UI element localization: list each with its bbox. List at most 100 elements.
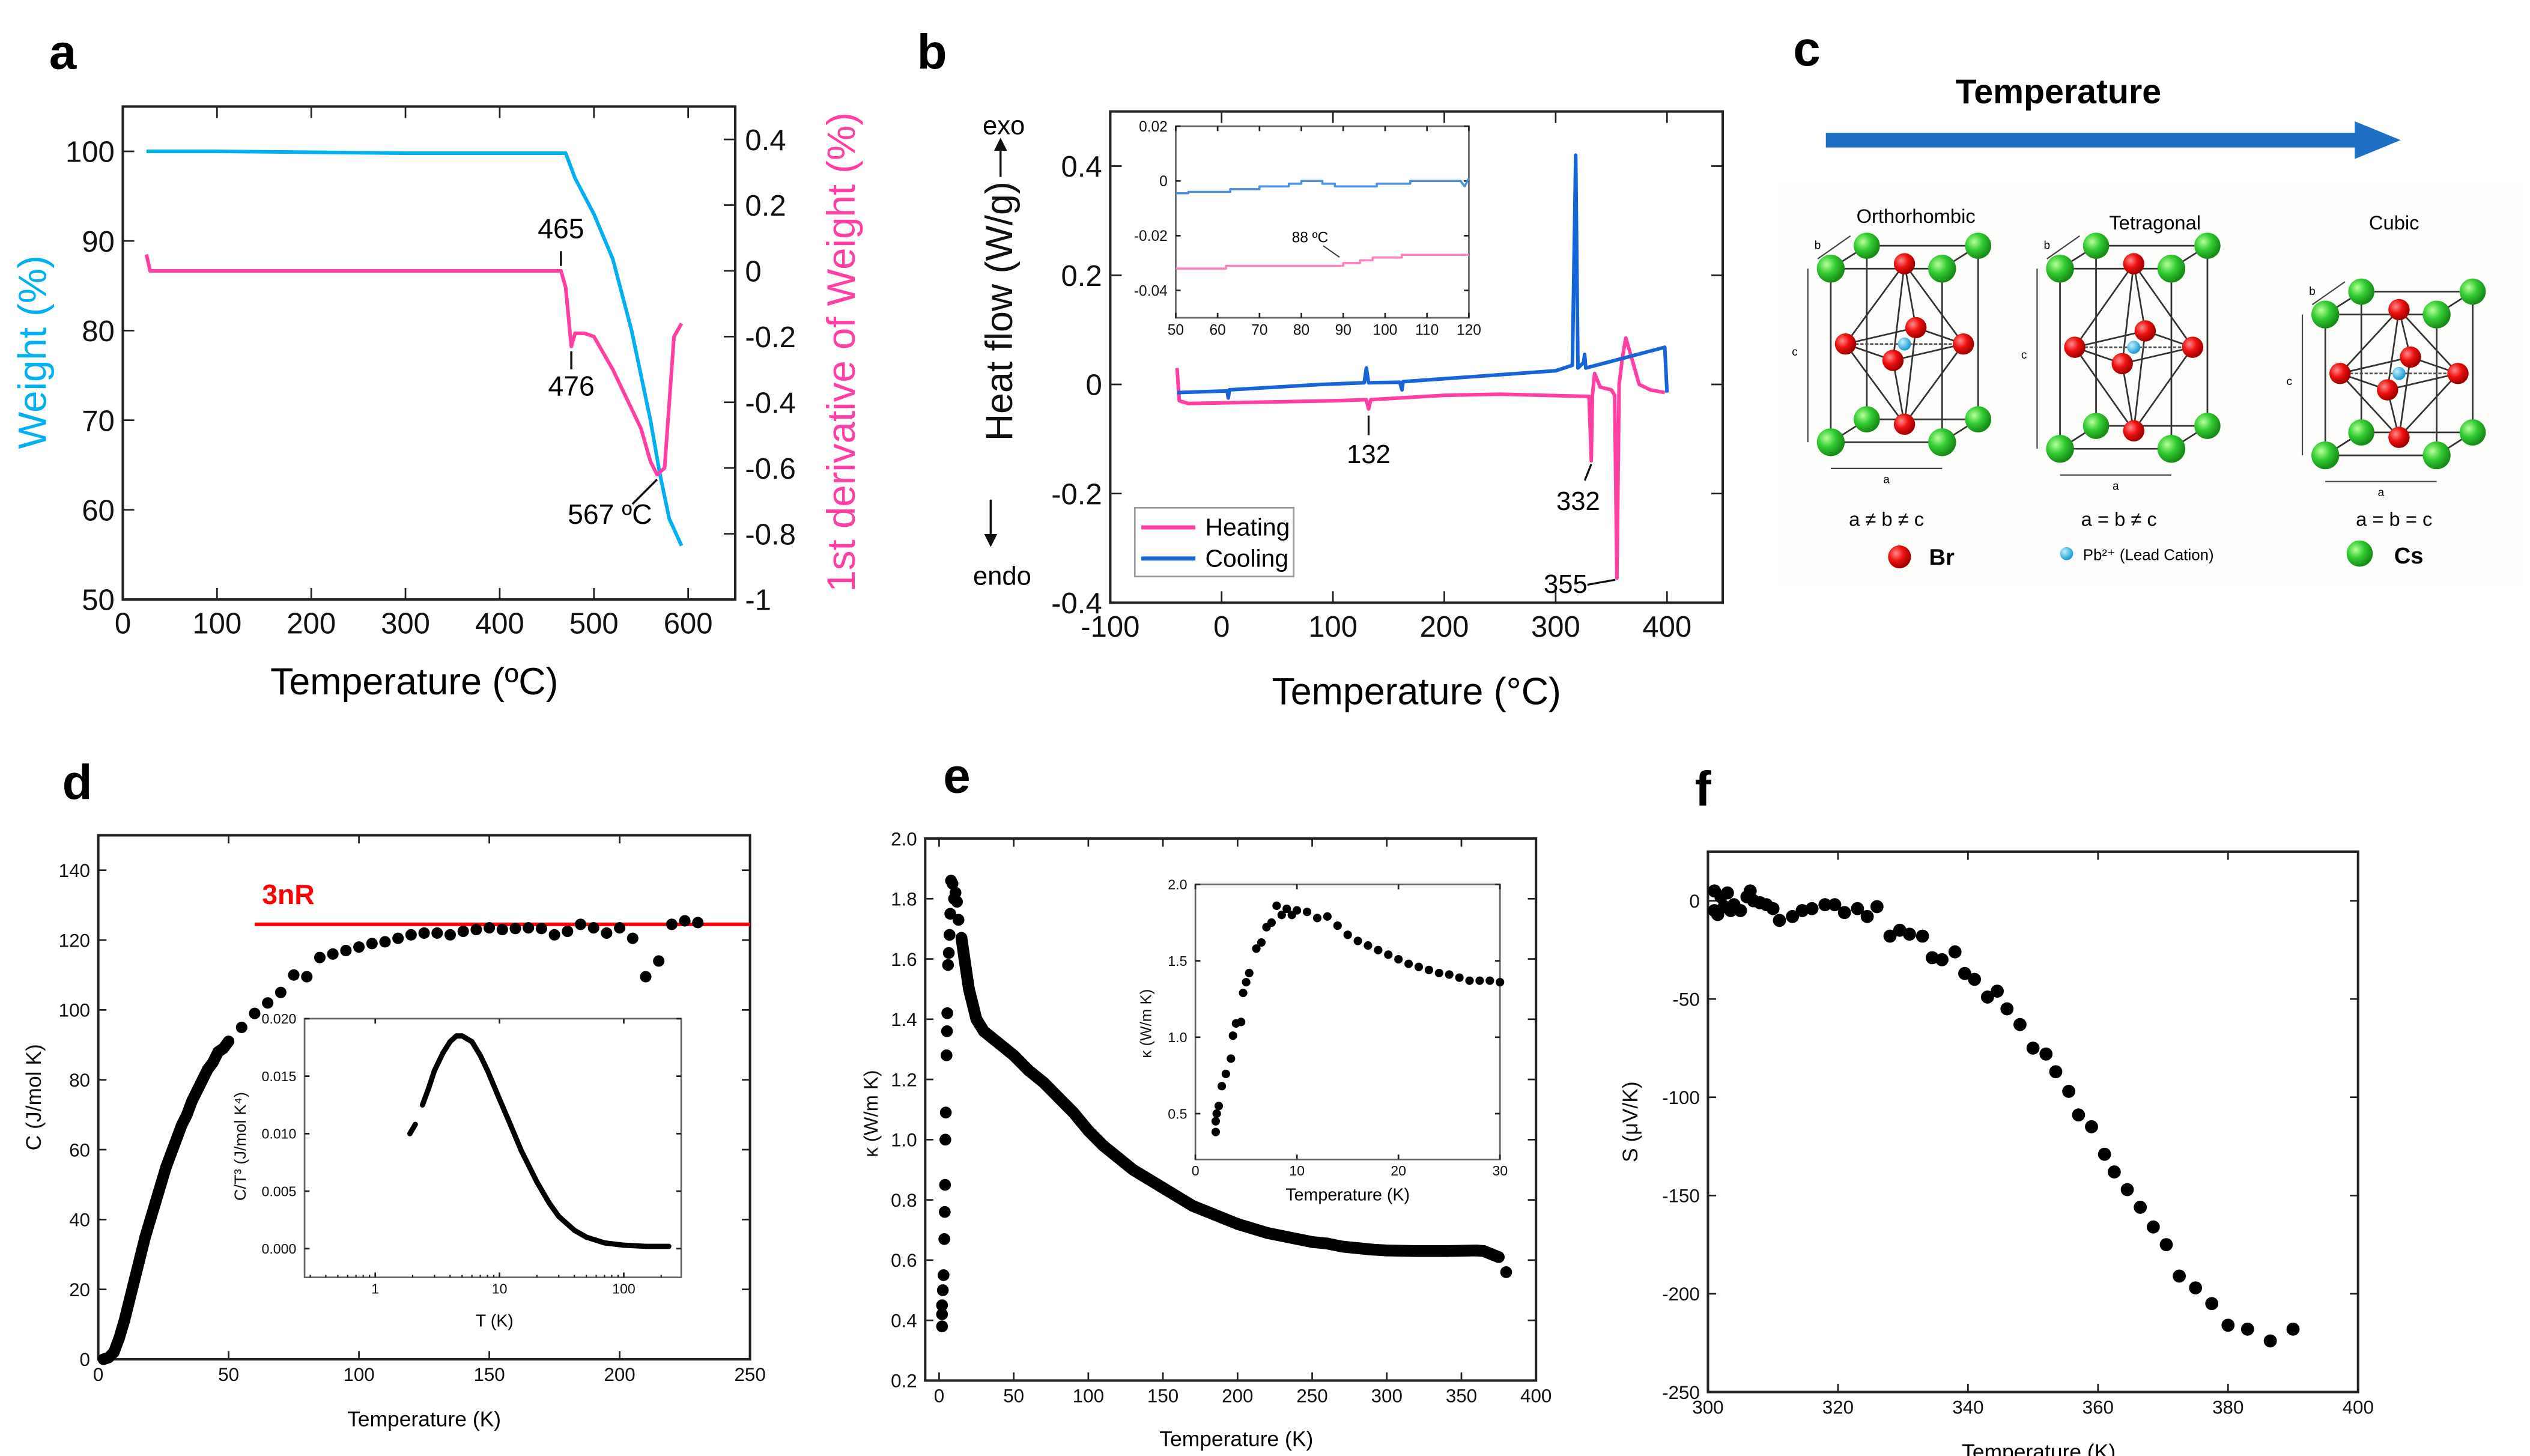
b-exo-label: exo — [983, 112, 1025, 141]
d-data-point — [509, 923, 521, 935]
diagram-title: Temperature — [1956, 73, 2162, 111]
f-data-point — [1903, 927, 1916, 941]
e-inset-data-point — [1282, 904, 1291, 914]
e-inset-data-point — [1485, 976, 1494, 985]
b-inset-series-line — [1176, 177, 1470, 195]
e-data-point — [946, 878, 959, 890]
d-inset-chart: 1 10 100 0.000 0.005 0.010 0.015 0.020 T (K) C/T³… — [231, 1011, 682, 1330]
f-data-point — [1786, 909, 1800, 923]
cs-atom — [1965, 406, 1992, 432]
d-inset-y-tick-label: 0.000 — [261, 1241, 296, 1257]
e-x-tick-label: 250 — [1296, 1385, 1327, 1406]
cell-edge — [2132, 263, 2146, 332]
a-y-right-tick-label: 0.4 — [745, 124, 786, 157]
e-data-point — [952, 914, 965, 926]
d-inset-y-axis-label: C/T³ (J/mol K⁴) — [231, 1092, 249, 1201]
e-data-point — [943, 929, 956, 941]
d-inset-data-point — [459, 1033, 465, 1039]
pb-atom — [1898, 337, 1911, 351]
b-legend-box — [1133, 506, 1295, 578]
cell-edge — [2122, 346, 2193, 365]
b-inset-series-line — [1176, 253, 1469, 270]
cell-edge — [2133, 347, 2194, 431]
f-y-tick-label: 0 — [1689, 891, 1699, 912]
e-data-point — [1201, 1206, 1214, 1218]
br-atom — [2111, 353, 2133, 375]
d-data-point — [223, 1036, 235, 1048]
a-y-right-tick-label: -0.6 — [745, 453, 796, 485]
e-inset-data-point — [1312, 914, 1322, 923]
e-inset-data-point — [1211, 1127, 1221, 1136]
d-data-point — [392, 932, 404, 944]
f-data-point — [2026, 1042, 2040, 1055]
pb-legend-label: Pb²⁺ (Lead Cation) — [2083, 547, 2214, 564]
f-data-point — [2263, 1334, 2277, 1348]
d-data-point — [196, 1074, 208, 1086]
a-annotation-label: 465 — [538, 213, 584, 244]
cell-edge — [1904, 263, 1917, 328]
e-inset-data-point — [1414, 962, 1424, 971]
d-inset-data-point — [546, 1200, 552, 1206]
d-inset-data-point — [643, 1243, 649, 1249]
cell-edge — [2339, 372, 2400, 438]
f-data-point — [1805, 902, 1819, 915]
a-x-tick-label: 300 — [381, 607, 430, 640]
e-inset-y-tick-label: 2.0 — [1168, 877, 1187, 893]
b-x-tick-label: 0 — [1213, 611, 1230, 643]
e-inset-data-point — [1272, 901, 1281, 911]
e-x-tick-label: 150 — [1147, 1385, 1179, 1406]
f-data-point — [1721, 886, 1734, 900]
d-inset-data-point — [534, 1179, 540, 1185]
e-x-tick-label: 200 — [1222, 1385, 1253, 1406]
e-inset-y-tick-label: 0.5 — [1168, 1106, 1187, 1121]
a-y-right-tick-label: -1 — [745, 584, 771, 617]
panel-label-e: e — [943, 749, 970, 804]
e-inset-y-axis-label: κ (W/m K) — [1138, 989, 1155, 1058]
e-data-point — [939, 1133, 951, 1146]
b-x-tick-label: 300 — [1531, 611, 1580, 643]
e-data-point — [958, 953, 971, 965]
e-data-point — [1112, 1151, 1124, 1164]
b-legend-label-cooling: Cooling — [1205, 544, 1288, 572]
e-x-tick-label: 350 — [1446, 1385, 1477, 1406]
d-data-point — [523, 922, 535, 934]
e-data-point — [941, 1049, 953, 1061]
a-y-axis-label: Weight (%) — [10, 255, 54, 449]
axis-c-label: c — [2021, 349, 2027, 362]
f-data-point — [1766, 902, 1780, 915]
e-x-tick-label: 100 — [1073, 1385, 1104, 1406]
a-y-tick-label: 50 — [82, 584, 115, 617]
b-inset-chart: 50 60 70 80 90 100 110 120 -0.04 -0.02 0 0.02 88 ºC — [1134, 119, 1481, 338]
e-data-point — [936, 1320, 948, 1332]
b-inset-y-tick-label: 0.02 — [1139, 119, 1168, 135]
e-data-point — [1410, 1245, 1423, 1257]
br-atom — [1905, 317, 1927, 339]
relation-tetragonal: a = b ≠ c — [2081, 508, 2157, 530]
b-annotation-label: 355 — [1544, 570, 1588, 599]
a-y-right-tick-label: -0.4 — [745, 387, 796, 419]
br-atom — [2134, 320, 2156, 342]
d-inset-data-point — [426, 1085, 432, 1091]
b-y-tick-label: -0.4 — [1051, 587, 1102, 620]
cell-edge — [2073, 347, 2135, 431]
d-data-point — [144, 1213, 156, 1225]
b-inset-x-tick-label: 110 — [1415, 322, 1439, 338]
d-inset-data-point — [556, 1213, 562, 1219]
b-y-tick-label: 0.4 — [1061, 151, 1102, 183]
br-atom — [2064, 336, 2086, 358]
d-x-tick-label: 200 — [604, 1364, 635, 1385]
a-y-tick-label: 90 — [82, 226, 115, 258]
d-data-point — [118, 1315, 130, 1327]
e-x-tick-label: 0 — [934, 1385, 944, 1406]
d-data-point — [139, 1231, 151, 1243]
e-data-point — [942, 947, 955, 959]
e-data-point — [1186, 1200, 1199, 1212]
cs-atom — [1928, 255, 1956, 283]
e-inset-data-point — [1434, 968, 1443, 978]
d-inset-data-point — [447, 1039, 453, 1045]
e-inset-data-point — [1293, 906, 1302, 915]
d-data-point — [405, 929, 417, 941]
e-data-point — [1500, 1266, 1512, 1278]
b-annotation-leader — [1583, 464, 1592, 481]
b-endo-label: endo — [973, 562, 1031, 590]
